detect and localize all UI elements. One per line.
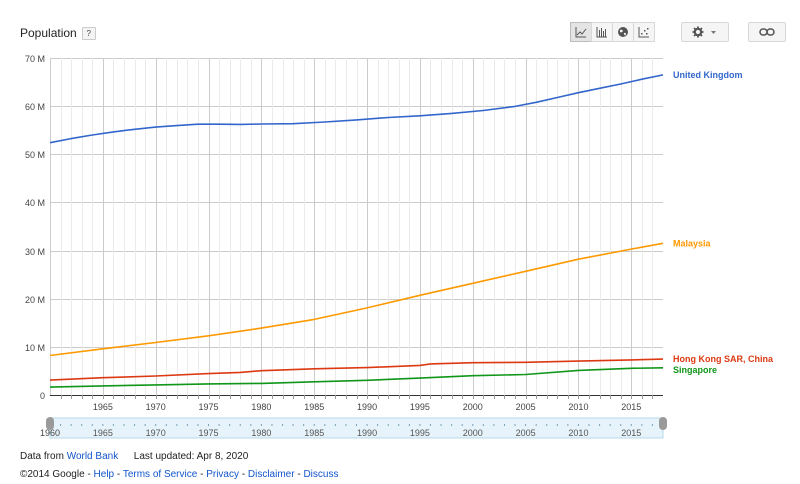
chart-title: Population? xyxy=(20,26,96,40)
world-bank-link[interactable]: World Bank xyxy=(66,451,119,462)
bar-chart-icon xyxy=(596,27,607,38)
range-slider-right-handle[interactable] xyxy=(659,417,667,430)
series-line xyxy=(49,242,664,357)
series-line xyxy=(49,367,664,388)
x-tick-label: 2015 xyxy=(621,402,641,412)
line-chart-button[interactable] xyxy=(570,22,592,42)
footer-links: ©2014 Google - Help - Terms of Service -… xyxy=(20,469,339,480)
y-tick-label: 20 M xyxy=(25,295,45,305)
x-tick-label: 2000 xyxy=(463,402,483,412)
chart-type-toolbar xyxy=(570,22,655,42)
x-tick-label: 1965 xyxy=(93,402,113,412)
range-slider-tick-label: 1965 xyxy=(93,428,113,438)
series-labels: United Kingdom Malaysia Hong Kong SAR, Chi… xyxy=(673,70,774,375)
range-slider-tick-label: 1970 xyxy=(146,428,166,438)
range-slider-start-label: 1960 xyxy=(40,428,60,438)
chart-header: Population? xyxy=(0,0,800,48)
y-tick-label: 70 M xyxy=(25,54,45,64)
link-icon xyxy=(759,28,775,36)
x-tick-label: 1990 xyxy=(357,402,377,412)
chart-grid xyxy=(50,58,663,399)
range-slider-tick-label: 1975 xyxy=(199,428,219,438)
help-link[interactable]: Help xyxy=(93,469,115,480)
y-tick-label: 0 xyxy=(40,391,45,401)
y-tick-label: 50 M xyxy=(25,150,45,160)
data-from-label: Data from xyxy=(20,451,64,462)
scatter-chart-button[interactable] xyxy=(633,22,655,42)
x-tick-label: 1995 xyxy=(410,402,430,412)
chart-title-text: Population xyxy=(20,26,77,40)
y-tick-label: 10 M xyxy=(25,343,45,353)
x-tick-label: 1980 xyxy=(251,402,271,412)
data-source-line: Data from World Bank Last updated: Apr 8… xyxy=(20,448,338,466)
settings-button[interactable] xyxy=(681,22,729,42)
range-slider-tick-label: 1990 xyxy=(357,428,377,438)
gear-icon xyxy=(692,26,716,38)
chart-series xyxy=(49,74,664,388)
scatter-chart-icon xyxy=(638,27,649,38)
range-slider-tick-label: 1980 xyxy=(251,428,271,438)
range-slider-tick-label: 1985 xyxy=(304,428,324,438)
range-slider-tick-label: 2015 xyxy=(621,428,641,438)
x-tick-label: 1970 xyxy=(146,402,166,412)
map-globe-icon xyxy=(618,27,628,37)
y-tick-label: 40 M xyxy=(25,198,45,208)
x-tick-label: 1975 xyxy=(199,402,219,412)
discuss-link[interactable]: Discuss xyxy=(303,469,339,480)
y-tick-label: 30 M xyxy=(25,247,45,257)
range-slider-tick-label: 1995 xyxy=(410,428,430,438)
terms-of-service-link[interactable]: Terms of Service xyxy=(122,469,198,480)
y-axis: 0 10 M 20 M 30 M 40 M 50 M 60 M 70 M xyxy=(25,54,45,401)
series-line xyxy=(49,358,664,381)
privacy-link[interactable]: Privacy xyxy=(206,469,239,480)
x-tick-label: 2005 xyxy=(516,402,536,412)
link-button[interactable] xyxy=(748,22,786,42)
y-tick-label: 60 M xyxy=(25,102,45,112)
range-slider-tick-label: 2005 xyxy=(516,428,536,438)
x-tick-label: 1985 xyxy=(304,402,324,412)
range-slider-left-handle[interactable] xyxy=(46,417,54,430)
chart-footer: Data from World Bank Last updated: Apr 8… xyxy=(20,448,338,484)
disclaimer-link[interactable]: Disclaimer xyxy=(247,469,295,480)
last-updated-text: Last updated: Apr 8, 2020 xyxy=(133,451,249,462)
line-chart-icon xyxy=(575,27,587,38)
help-icon[interactable]: ? xyxy=(81,27,96,40)
series-label: United Kingdom xyxy=(673,70,743,80)
series-label: Malaysia xyxy=(673,238,712,248)
range-slider[interactable]: 1960 1965 1970 1975 1980 1985 1990 1995 2000 2005… xyxy=(40,417,667,439)
bar-chart-button[interactable] xyxy=(591,22,613,42)
range-slider-tick-label: 2000 xyxy=(463,428,483,438)
x-tick-label: 2010 xyxy=(568,402,588,412)
range-slider-tick-label: 2010 xyxy=(568,428,588,438)
series-label: Hong Kong SAR, China xyxy=(673,354,774,364)
line-chart: 010 M20 M30 M40 M50 M60 M70 M 1965 1970 19… xyxy=(25,54,774,439)
series-label: Singapore xyxy=(673,365,717,375)
copyright-text: ©2014 Google xyxy=(20,469,85,480)
series-line xyxy=(49,74,664,144)
x-axis: 1965 1970 1975 1980 1985 1990 1995 2000 2005 2010… xyxy=(93,402,641,412)
